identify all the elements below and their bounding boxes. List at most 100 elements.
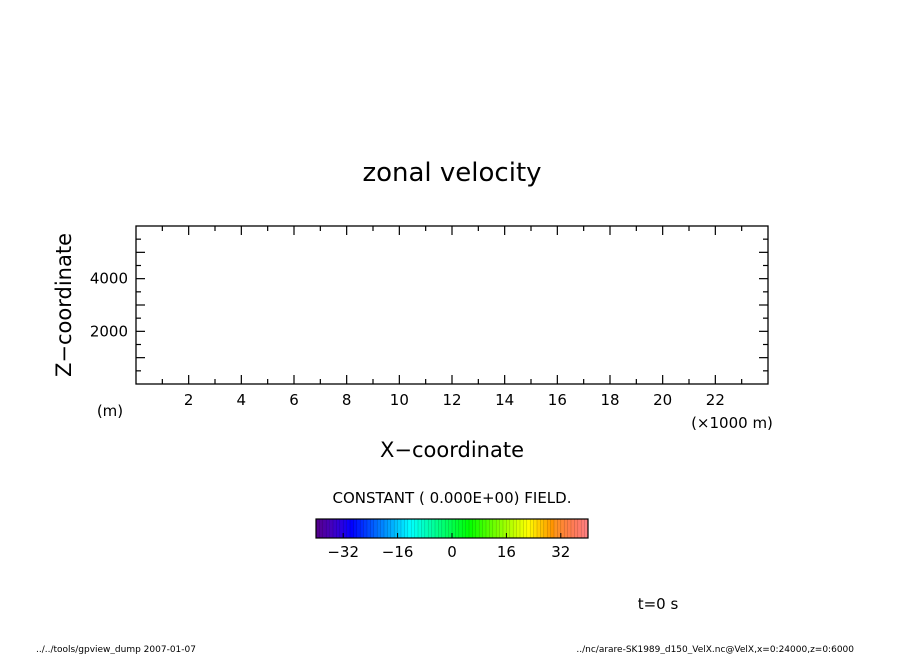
colorbar-segment: [380, 519, 385, 538]
field-message: CONSTANT ( 0.000E+00) FIELD.: [333, 489, 572, 507]
colorbar-segment: [550, 519, 555, 538]
colorbar-tick-label: −32: [327, 543, 359, 561]
colorbar-segment: [452, 519, 456, 538]
colorbar-segment: [414, 519, 419, 538]
colorbar-segment: [316, 519, 320, 538]
x-tick-label: 6: [289, 391, 299, 409]
y-axis-label: Z−coordinate: [52, 233, 76, 377]
x-tick-label: 18: [600, 391, 619, 409]
colorbar-segment: [421, 519, 426, 538]
y-axis-ticks: [136, 238, 768, 372]
colorbar-segment: [509, 519, 514, 538]
colorbar-tick-label: 16: [497, 543, 516, 561]
colorbar-segment: [428, 519, 432, 538]
colorbar-segment: [506, 519, 511, 538]
colorbar-segment: [411, 519, 415, 538]
colorbar-segment: [469, 519, 473, 538]
colorbar-segment: [404, 519, 409, 538]
colorbar-segment: [377, 519, 381, 538]
y-axis-tick-labels: 2000 4000: [90, 270, 128, 341]
colorbar-segment: [458, 519, 463, 538]
colorbar-segment: [526, 519, 531, 538]
colorbar-segment: [560, 519, 565, 538]
colorbar-segment: [475, 519, 480, 538]
colorbar-segment: [540, 519, 545, 538]
colorbar-segment: [547, 519, 551, 538]
colorbar-segment: [397, 519, 402, 538]
x-tick-label: 10: [390, 391, 409, 409]
colorbar-segment: [356, 519, 361, 538]
colorbar-segment: [336, 519, 341, 538]
x-tick-label: 16: [548, 391, 567, 409]
colorbar-tick-label: 32: [551, 543, 570, 561]
colorbar-segment: [571, 519, 575, 538]
colorbar-segment: [523, 519, 528, 538]
colorbar-segment: [574, 519, 579, 538]
colorbar-segment: [390, 519, 395, 538]
colorbar-tick-label: −16: [382, 543, 414, 561]
x-tick-label: 20: [653, 391, 672, 409]
colorbar-segment: [319, 519, 324, 538]
colorbar-segment: [350, 519, 354, 538]
colorbar-segment: [441, 519, 446, 538]
colorbar-segment: [584, 519, 589, 538]
colorbar-segment: [435, 519, 439, 538]
colorbar-segment: [567, 519, 572, 538]
colorbar-segment: [322, 519, 327, 538]
colorbar-tick-label: 0: [447, 543, 457, 561]
time-label: t=0 s: [638, 595, 679, 613]
colorbar-segment: [455, 519, 460, 538]
colorbar-segment: [557, 519, 562, 538]
x-axis-ticks: [161, 226, 743, 384]
x-tick-label: 14: [495, 391, 514, 409]
colorbar-segment: [564, 519, 568, 538]
colorbar-segment: [431, 519, 436, 538]
colorbar-segment: [492, 519, 497, 538]
colorbar-segment: [438, 519, 443, 538]
x-tick-label: 12: [442, 391, 461, 409]
colorbar-segment: [489, 519, 494, 538]
colorbar-segment: [360, 519, 364, 538]
colorbar-segment: [530, 519, 534, 538]
footer-left: ../../tools/gpview_dump 2007-01-07: [36, 645, 196, 654]
colorbar-segment: [346, 519, 351, 538]
x-axis-unit: (×1000 m): [691, 414, 773, 432]
colorbar-segment: [339, 519, 344, 538]
colorbar-segment: [353, 519, 358, 538]
colorbar-segment: [520, 519, 524, 538]
colorbar-segment: [499, 519, 504, 538]
colorbar-segment: [401, 519, 405, 538]
colorbar-segment: [496, 519, 500, 538]
colorbar-segment: [486, 519, 490, 538]
colorbar-segment: [533, 519, 538, 538]
colorbar-segment: [424, 519, 429, 538]
colorbar-segment: [462, 519, 466, 538]
colorbar-segment: [577, 519, 582, 538]
footer-right: ../nc/arare-SK1989_d150_VelX.nc@VelX,x=0…: [576, 645, 854, 654]
x-tick-label: 2: [184, 391, 194, 409]
colorbar-segment: [387, 519, 392, 538]
x-axis-tick-labels: 2 4 6 8 10 12 14 16 18 20 22: [184, 391, 725, 409]
colorbar-segment: [329, 519, 334, 538]
colorbar-segment: [418, 519, 422, 538]
colorbar-segment: [373, 519, 378, 538]
colorbar-tick-labels: −32 −16 0 16 32: [327, 543, 570, 561]
colorbar-segment: [482, 519, 487, 538]
colorbar-segment: [448, 519, 453, 538]
x-tick-label: 22: [706, 391, 725, 409]
colorbar-segment: [394, 519, 398, 538]
colorbar-segment: [554, 519, 558, 538]
colorbar-segment: [537, 519, 541, 538]
colorbar-segment: [465, 519, 470, 538]
colorbar-segment: [445, 519, 449, 538]
x-tick-label: 8: [342, 391, 352, 409]
colorbar-segment: [407, 519, 412, 538]
colorbar-segment: [367, 519, 371, 538]
colorbar-segment: [326, 519, 330, 538]
colorbar-segment: [513, 519, 517, 538]
x-tick-label: 4: [237, 391, 247, 409]
colorbar-segment: [581, 519, 585, 538]
colorbar: [316, 519, 589, 538]
chart-title: zonal velocity: [362, 158, 541, 188]
